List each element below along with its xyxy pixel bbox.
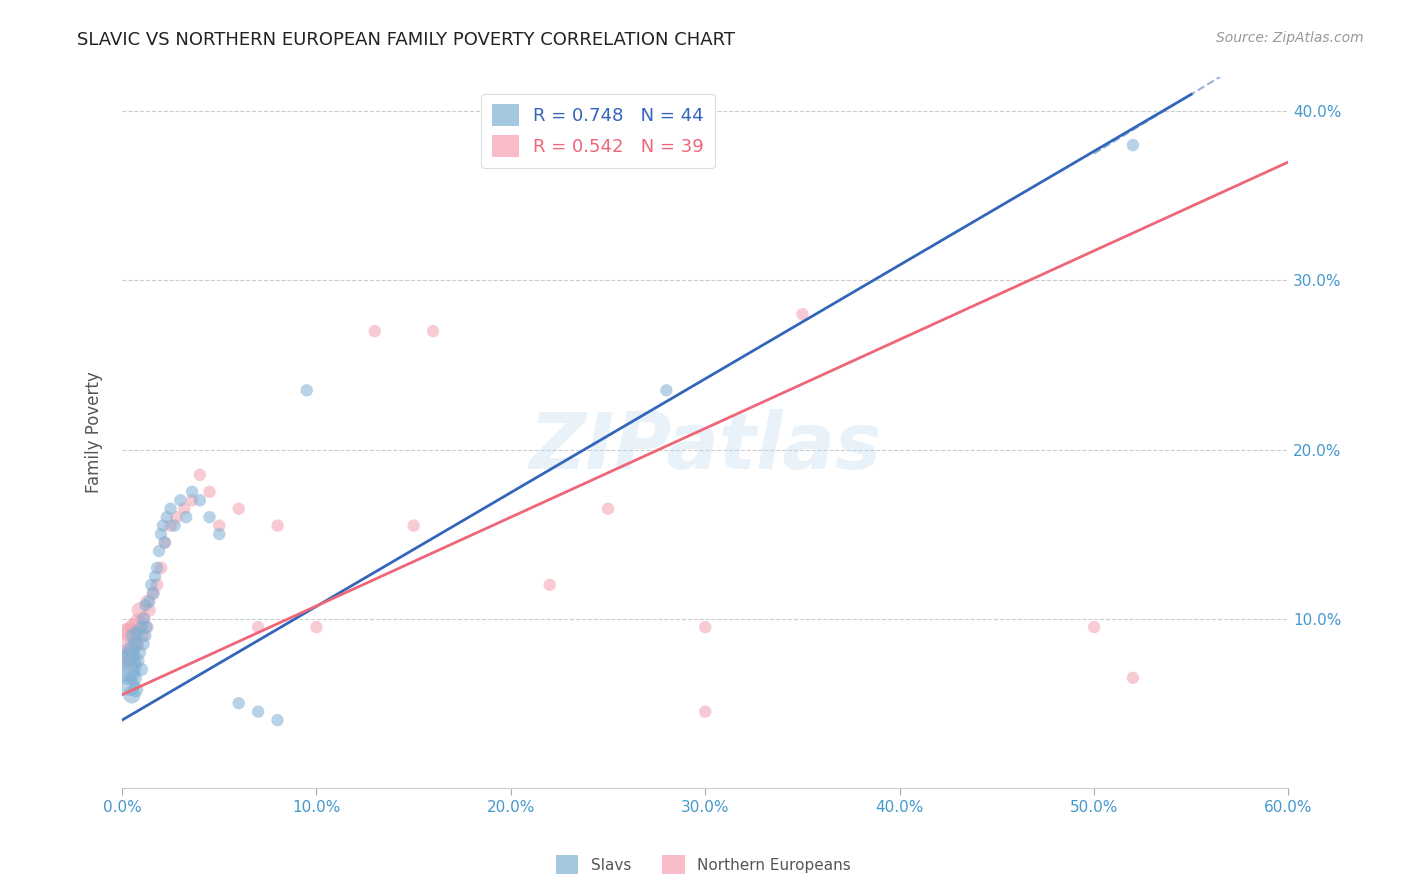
Point	[124, 637, 146, 651]
Point	[295, 384, 318, 398]
Point	[134, 620, 156, 634]
Point	[142, 586, 165, 600]
Point	[132, 612, 155, 626]
Point	[228, 696, 250, 710]
Point	[117, 648, 139, 663]
Point	[499, 155, 522, 169]
Point	[163, 518, 186, 533]
Point	[141, 578, 163, 592]
Point	[1122, 671, 1144, 685]
Legend: R = 0.748   N = 44, R = 0.542   N = 39: R = 0.748 N = 44, R = 0.542 N = 39	[481, 94, 714, 169]
Point	[174, 510, 197, 524]
Point	[142, 586, 165, 600]
Point	[118, 648, 141, 663]
Point	[118, 625, 141, 640]
Point	[121, 688, 143, 702]
Point	[131, 620, 153, 634]
Point	[118, 679, 141, 693]
Point	[173, 501, 195, 516]
Point	[159, 501, 181, 516]
Point	[134, 628, 156, 642]
Point	[181, 493, 204, 508]
Point	[148, 544, 170, 558]
Point	[138, 595, 160, 609]
Point	[695, 705, 717, 719]
Y-axis label: Family Poverty: Family Poverty	[86, 372, 103, 493]
Point	[228, 501, 250, 516]
Point	[156, 510, 179, 524]
Point	[146, 561, 169, 575]
Point	[122, 671, 145, 685]
Point	[121, 654, 143, 668]
Point	[153, 535, 176, 549]
Point	[131, 628, 153, 642]
Point	[134, 598, 156, 612]
Point	[115, 632, 138, 646]
Point	[181, 484, 204, 499]
Point	[143, 569, 166, 583]
Text: Source: ZipAtlas.com: Source: ZipAtlas.com	[1216, 31, 1364, 45]
Point	[128, 603, 150, 617]
Point	[131, 662, 153, 676]
Point	[169, 493, 191, 508]
Point	[124, 682, 146, 697]
Point	[127, 654, 149, 668]
Legend: Slavs, Northern Europeans: Slavs, Northern Europeans	[550, 849, 856, 880]
Point	[596, 501, 619, 516]
Point	[208, 527, 231, 541]
Point	[1083, 620, 1105, 634]
Point	[153, 535, 176, 549]
Point	[198, 484, 221, 499]
Point	[136, 595, 159, 609]
Point	[146, 578, 169, 592]
Point	[122, 620, 145, 634]
Point	[132, 637, 155, 651]
Point	[655, 384, 678, 398]
Point	[127, 625, 149, 640]
Point	[117, 665, 139, 680]
Point	[198, 510, 221, 524]
Text: ZIPatlas: ZIPatlas	[529, 409, 882, 485]
Point	[247, 620, 270, 634]
Point	[152, 518, 174, 533]
Point	[127, 615, 149, 629]
Text: SLAVIC VS NORTHERN EUROPEAN FAMILY POVERTY CORRELATION CHART: SLAVIC VS NORTHERN EUROPEAN FAMILY POVER…	[77, 31, 735, 49]
Point	[422, 324, 444, 338]
Point	[149, 561, 172, 575]
Point	[266, 518, 288, 533]
Point	[124, 637, 146, 651]
Point	[149, 527, 172, 541]
Point	[188, 493, 211, 508]
Point	[115, 659, 138, 673]
Point	[166, 510, 188, 524]
Point	[247, 705, 270, 719]
Point	[364, 324, 387, 338]
Point	[792, 307, 814, 321]
Point	[402, 518, 425, 533]
Point	[138, 603, 160, 617]
Point	[132, 612, 155, 626]
Point	[159, 518, 181, 533]
Point	[1122, 138, 1144, 153]
Point	[121, 642, 143, 657]
Point	[136, 620, 159, 634]
Point	[128, 645, 150, 659]
Point	[695, 620, 717, 634]
Point	[122, 628, 145, 642]
Point	[538, 578, 561, 592]
Point	[208, 518, 231, 533]
Point	[188, 467, 211, 482]
Point	[266, 713, 288, 727]
Point	[305, 620, 328, 634]
